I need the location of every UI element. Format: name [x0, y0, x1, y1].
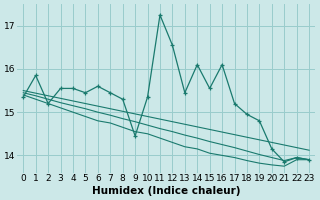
X-axis label: Humidex (Indice chaleur): Humidex (Indice chaleur): [92, 186, 240, 196]
